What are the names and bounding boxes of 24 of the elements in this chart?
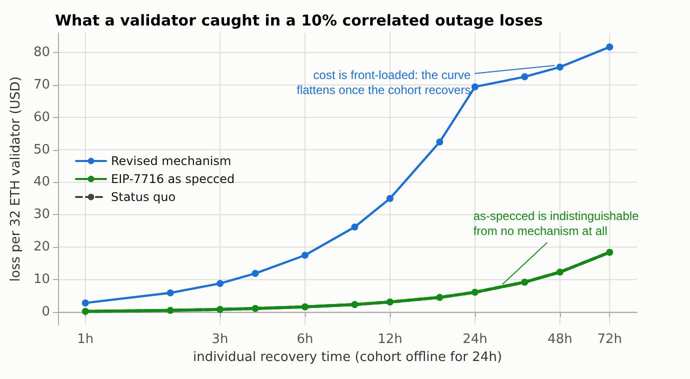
annotation: as-specced is indistinguishable from no mechanism at all	[473, 208, 640, 238]
y-tick-label: 0	[42, 304, 50, 320]
x-tick-label: 6h	[296, 332, 314, 347]
legend-label: Status quo	[111, 190, 176, 204]
x-tick-label: 3h	[212, 332, 228, 347]
x-tick-label: 1h	[77, 332, 94, 347]
y-tick-label: 50	[33, 142, 50, 158]
y-tick-label: 70	[33, 77, 50, 92]
y-tick-label: 40	[33, 174, 50, 190]
x-axis-title: individual recovery time (cohort offline for 24h)	[192, 350, 502, 365]
y-axis-title: loss per 32 ETH validator (USD)	[8, 76, 24, 282]
chart-title: What a validator caught in a 10% correlated outage loses	[55, 12, 543, 30]
x-tick-label: 72h	[597, 332, 622, 347]
legend-label: EIP-7716 as specced	[111, 172, 235, 186]
annotation: cost is front-loaded: the curve flattens once the cohort recovers	[296, 68, 472, 97]
x-tick-label: 24h	[462, 332, 488, 347]
y-tick-label: 80	[33, 44, 50, 60]
y-tick-label: 10	[33, 272, 50, 288]
x-tick-label: 12h	[378, 332, 402, 347]
legend-label: Revised mechanism	[111, 154, 232, 168]
x-tick-label: 48h	[548, 332, 572, 347]
y-tick-label: 60	[33, 110, 50, 125]
y-tick-label: 30	[33, 207, 50, 222]
y-tick-label: 20	[33, 240, 50, 255]
